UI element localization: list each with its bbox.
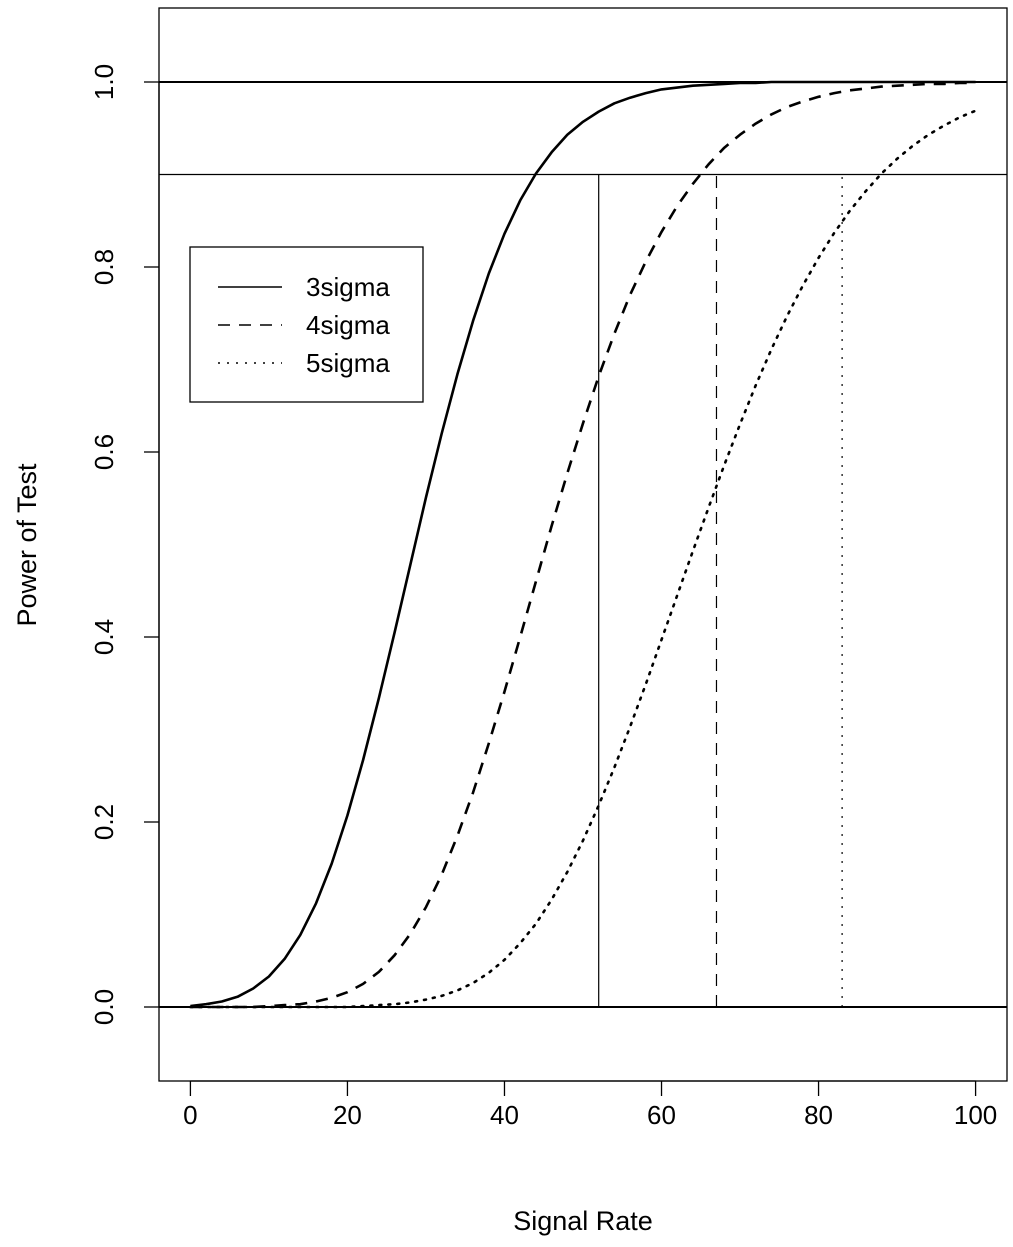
y-axis-title: Power of Test <box>12 463 42 627</box>
x-tick-label: 80 <box>804 1100 833 1130</box>
x-tick-label: 100 <box>954 1100 997 1130</box>
y-axis: 0.0 0.2 0.4 0.6 0.8 1.0 <box>89 64 160 1025</box>
series-lines <box>189 80 977 1009</box>
y-tick-label: 1.0 <box>89 64 119 100</box>
y-tick-label: 0.8 <box>89 249 119 285</box>
legend-item-5sigma: 5sigma <box>218 348 390 378</box>
y-tick-label: 0.0 <box>89 989 119 1025</box>
y-tick-label: 0.2 <box>89 804 119 840</box>
legend-label: 3sigma <box>306 272 390 302</box>
legend-item-3sigma: 3sigma <box>218 272 390 302</box>
series-line-3sigma <box>190 80 976 1008</box>
x-axis-title: Signal Rate <box>513 1206 653 1236</box>
series-line-5sigma <box>189 109 977 1009</box>
x-axis: 0 20 40 60 80 100 <box>183 1080 997 1130</box>
reference-lines <box>159 81 1007 1008</box>
legend: 3sigma 4sigma 5sigma <box>189 246 424 403</box>
y-tick-label: 0.4 <box>89 619 119 655</box>
x-tick-label: 0 <box>183 1100 197 1130</box>
x-tick-label: 20 <box>333 1100 362 1130</box>
series-line-4sigma <box>190 81 976 1009</box>
plot-frame <box>158 7 1008 1082</box>
y-tick-label: 0.6 <box>89 434 119 470</box>
legend-label: 5sigma <box>306 348 390 378</box>
x-tick-label: 60 <box>647 1100 676 1130</box>
x-tick-label: 40 <box>490 1100 519 1130</box>
legend-label: 4sigma <box>306 310 390 340</box>
legend-box <box>189 246 424 403</box>
legend-item-4sigma: 4sigma <box>218 310 390 340</box>
